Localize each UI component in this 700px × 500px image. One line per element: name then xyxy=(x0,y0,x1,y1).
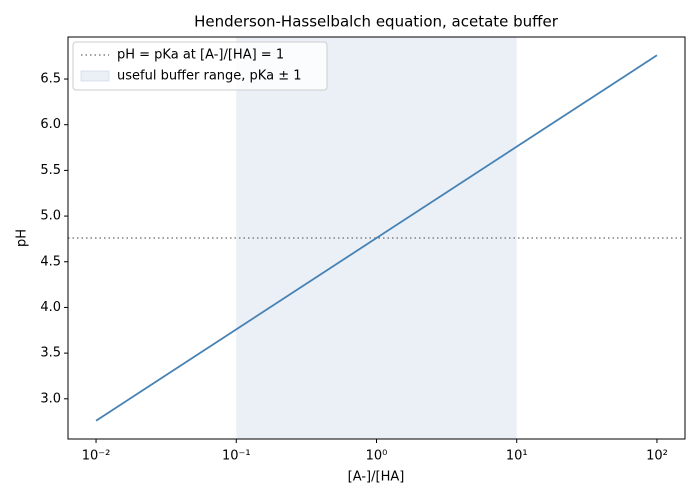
legend: pH = pKa at [A-]/[HA] = 1 useful buffer r… xyxy=(72,41,328,91)
y-tick-label: 3.0 xyxy=(40,391,61,406)
ph-line xyxy=(95,54,658,422)
x-tick-label: 10² xyxy=(646,449,668,464)
x-tick-label: 10⁻² xyxy=(82,449,111,464)
y-tick-label: 6.5 xyxy=(40,72,61,87)
y-tick-label: 3.5 xyxy=(40,346,61,361)
x-tick-label: 10¹ xyxy=(506,449,528,464)
y-tick-label: 4.5 xyxy=(40,254,61,269)
legend-label: useful buffer range, pKa ± 1 xyxy=(117,69,302,84)
legend-box xyxy=(72,41,328,91)
chart-title: Henderson-Hasselbalch equation, acetate … xyxy=(194,13,559,31)
y-tick-label: 5.5 xyxy=(40,163,61,178)
y-tick-label: 4.0 xyxy=(40,300,61,315)
x-tick-label: 10⁰ xyxy=(366,449,388,464)
y-axis-label: pH xyxy=(15,229,30,247)
x-axis-label: [A-]/[HA] xyxy=(348,470,405,485)
y-tick-label: 6.0 xyxy=(40,117,61,132)
legend-label: pH = pKa at [A-]/[HA] = 1 xyxy=(117,48,284,63)
y-tick-label: 5.0 xyxy=(40,209,61,224)
legend-span-swatch xyxy=(80,70,110,82)
x-tick-label: 10⁻¹ xyxy=(222,449,251,464)
